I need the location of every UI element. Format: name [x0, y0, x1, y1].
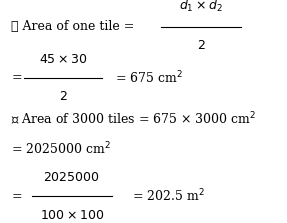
Text: $d_1 \times d_2$: $d_1 \times d_2$ — [179, 0, 223, 14]
Text: $2025000$: $2025000$ — [43, 171, 100, 184]
Text: = 675 cm$^2$: = 675 cm$^2$ — [115, 70, 183, 86]
Text: ∴ Area of 3000 tiles = 675 × 3000 cm$^2$: ∴ Area of 3000 tiles = 675 × 3000 cm$^2$ — [11, 110, 257, 127]
Text: $2$: $2$ — [59, 90, 67, 103]
Text: = 2025000 cm$^2$: = 2025000 cm$^2$ — [11, 141, 111, 158]
Text: ∴ Area of one tile =: ∴ Area of one tile = — [11, 20, 135, 33]
Text: $45 \times 30$: $45 \times 30$ — [39, 53, 87, 66]
Text: =: = — [11, 190, 22, 203]
Text: =: = — [11, 72, 22, 85]
Text: = 202.5 m$^2$: = 202.5 m$^2$ — [132, 188, 205, 204]
Text: $2$: $2$ — [197, 39, 205, 52]
Text: $100 \times 100$: $100 \times 100$ — [40, 209, 104, 221]
